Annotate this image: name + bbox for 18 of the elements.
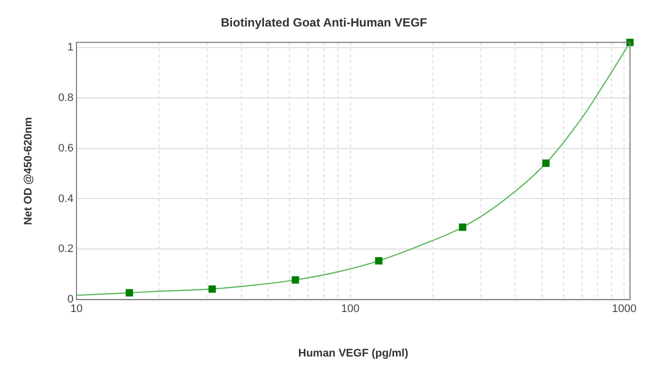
y-tick-label: 0.4 — [58, 192, 74, 205]
y-tick-label: 0.2 — [58, 243, 74, 256]
point — [458, 224, 466, 231]
y-tick-label: 0.6 — [58, 142, 74, 154]
point — [208, 285, 216, 293]
y-axis-title: Net OD @450-620nm — [22, 116, 35, 225]
x-tick-label: 1000 — [612, 303, 636, 316]
point — [292, 276, 300, 284]
point — [542, 160, 550, 167]
y-tick-label: 0 — [67, 294, 74, 306]
point — [375, 257, 382, 264]
point — [126, 289, 134, 296]
y-tick-label: 1 — [67, 41, 74, 54]
x-axis-title: Human VEGF (pg/ml) — [298, 347, 409, 360]
x-tick-label: 100 — [341, 303, 360, 316]
x-tick-label: 10 — [70, 303, 83, 316]
y-tick-label: 0.8 — [58, 92, 74, 104]
chart-title: Biotinylated Goat Anti-Human VEGF — [220, 16, 428, 30]
